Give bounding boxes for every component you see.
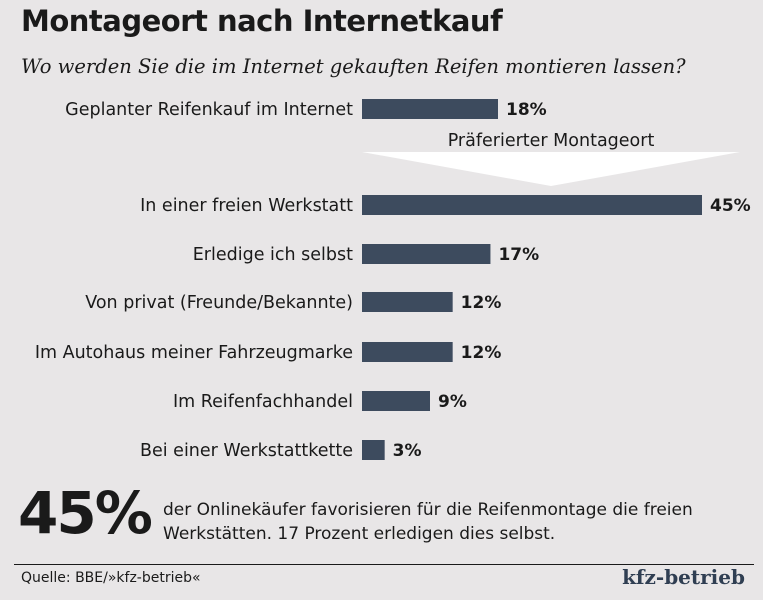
bar	[362, 244, 491, 264]
category-label: Geplanter Reifenkauf im Internet	[65, 100, 353, 120]
bars-group: Geplanter Reifenkauf im Internet 18% In ei…	[35, 99, 751, 461]
chart-subtitle: Wo werden Sie die im Internet gekauften …	[21, 55, 686, 78]
bar	[362, 99, 498, 119]
value-label: 45%	[710, 196, 751, 216]
bar	[362, 342, 453, 362]
highlight-number: 45%	[18, 479, 153, 547]
category-label: Bei einer Werkstattkette	[140, 441, 353, 461]
category-label: Im Reifenfachhandel	[173, 392, 353, 412]
category-label: Im Autohaus meiner Fahrzeugmarke	[35, 343, 353, 363]
value-label: 9%	[438, 392, 467, 412]
value-label: 17%	[498, 245, 539, 265]
preferred-location-arrow	[362, 152, 740, 186]
value-label: 12%	[461, 343, 502, 363]
category-label: In einer freien Werkstatt	[140, 196, 353, 216]
value-label: 12%	[461, 293, 502, 313]
footer-divider	[14, 564, 754, 565]
value-label: 3%	[393, 441, 422, 461]
category-label: Von privat (Freunde/Bekannte)	[85, 293, 353, 313]
value-label: 18%	[506, 100, 547, 120]
highlight-text: der Onlinekäufer favorisieren für die Re…	[163, 500, 693, 544]
brand-logo: kfz-betrieb	[622, 565, 745, 589]
chart-title: Montageort nach Internetkauf	[21, 4, 503, 38]
source-note: Quelle: BBE/»kfz-betrieb«	[21, 570, 201, 586]
bar	[362, 292, 453, 312]
bar-chart: Präferierter Montageort Geplanter Reifen…	[35, 99, 751, 461]
bar	[362, 195, 702, 215]
bar	[362, 440, 385, 460]
category-label: Erledige ich selbst	[193, 245, 353, 265]
bar	[362, 391, 430, 411]
preferred-location-annotation: Präferierter Montageort	[448, 131, 655, 151]
